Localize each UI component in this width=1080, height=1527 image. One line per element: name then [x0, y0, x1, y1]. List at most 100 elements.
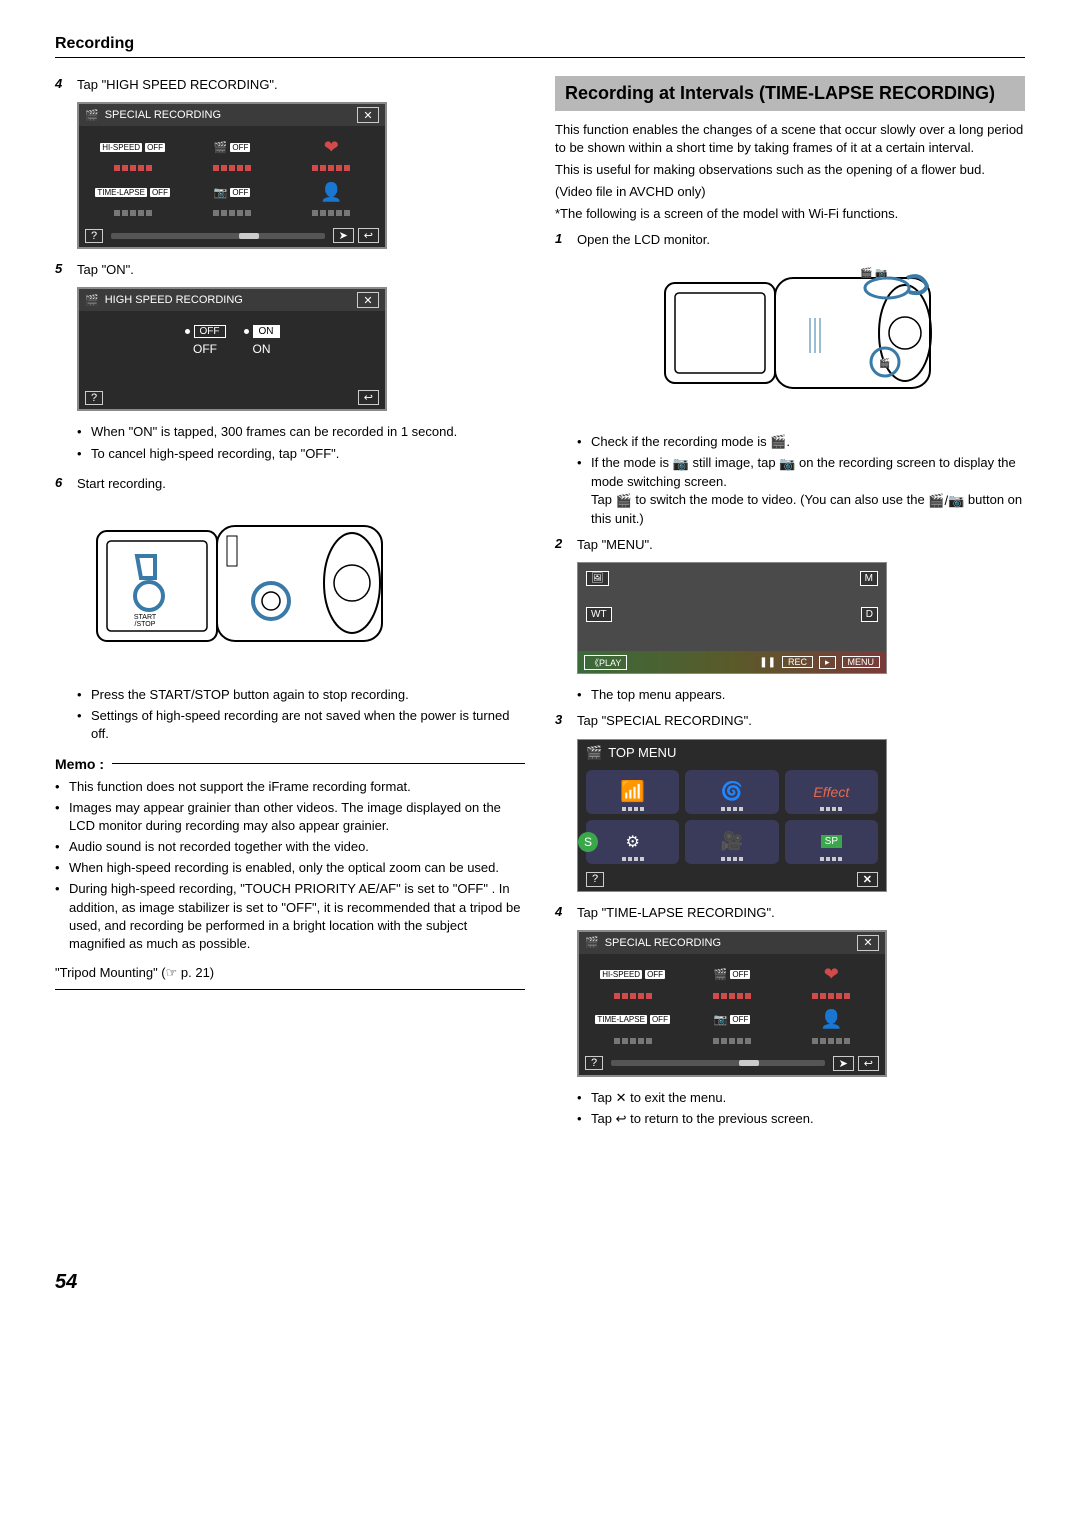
bullet: •The top menu appears.: [577, 686, 1025, 704]
back-icon[interactable]: ↩: [358, 228, 379, 243]
step-text: Tap "SPECIAL RECORDING".: [577, 712, 1025, 730]
step-text: Tap "TIME-LAPSE RECORDING".: [577, 904, 1025, 922]
off-badge: OFF: [150, 188, 170, 197]
page-header: Recording: [55, 35, 1025, 58]
flag-icon[interactable]: ▸: [819, 656, 836, 669]
screen-title: SPECIAL RECORDING: [605, 937, 721, 949]
off-badge: OFF: [145, 143, 165, 152]
paragraph: This is useful for making observations s…: [555, 161, 1025, 179]
timelapse-badge[interactable]: TIME-LAPSE: [95, 188, 147, 197]
close-icon[interactable]: ✕: [857, 935, 879, 951]
camera-icon: 📷: [673, 455, 689, 473]
video-icon: 🎬: [616, 492, 632, 510]
step-number: 6: [55, 475, 77, 493]
wt-button[interactable]: WT: [586, 607, 612, 622]
memo-heading: Memo :: [55, 756, 525, 772]
bullet-text: The top menu appears.: [591, 686, 725, 704]
help-icon[interactable]: ?: [585, 1056, 603, 1070]
memo-bullet: •Images may appear grainier than other v…: [55, 799, 525, 835]
bullet: • Check if the recording mode is 🎬.: [577, 433, 1025, 452]
help-icon[interactable]: ?: [586, 872, 604, 887]
step-text: Tap "MENU".: [577, 536, 1025, 554]
pager[interactable]: [111, 233, 324, 239]
bullet-text: If the mode is 📷 still image, tap 📷 on t…: [591, 454, 1025, 528]
close-icon[interactable]: ✕: [357, 292, 379, 308]
on-label: ON: [244, 342, 280, 356]
back-icon[interactable]: ↩: [858, 1056, 879, 1071]
step-number: 2: [555, 536, 577, 554]
cam-icon: 🎬: [714, 968, 728, 981]
step-text: Tap "HIGH SPEED RECORDING".: [77, 76, 525, 94]
hispeed-badge[interactable]: HI-SPEED: [600, 970, 642, 979]
m-button[interactable]: M: [860, 571, 878, 586]
camcorder-figure: START /STOP: [77, 501, 525, 674]
close-icon[interactable]: ✕: [357, 107, 379, 123]
paragraph: This function enables the changes of a s…: [555, 121, 1025, 157]
record-tile[interactable]: 🎥: [685, 820, 778, 864]
off-badge: OFF: [730, 1015, 750, 1024]
camera-icon: 📷: [779, 455, 795, 473]
memo-bullet: •During high-speed recording, "TOUCH PRI…: [55, 880, 525, 953]
image-icon[interactable]: 🖼: [586, 571, 609, 586]
bullet: •Press the START/STOP button again to st…: [77, 686, 525, 704]
rec-button[interactable]: REC: [782, 656, 813, 668]
s-tile[interactable]: S⚙: [586, 820, 679, 864]
menu-button[interactable]: MENU: [842, 656, 881, 668]
off-badge: OFF: [730, 970, 750, 979]
step-5: 5 Tap "ON".: [55, 261, 525, 279]
top-menu-screen: 🎬 TOP MENU 📶 🌀 Effect S⚙ 🎥 SP ? ✕: [577, 739, 1025, 892]
off-badge: OFF: [230, 143, 250, 152]
settings-tile[interactable]: 🌀: [685, 770, 778, 814]
on-box: ON: [253, 325, 280, 338]
step-6: 6 Start recording.: [55, 475, 525, 493]
video-icon: 🎬: [85, 109, 99, 122]
step-text: Tap "ON".: [77, 261, 525, 279]
bullet: • If the mode is 📷 still image, tap 📷 on…: [577, 454, 1025, 528]
off-option[interactable]: OFF OFF: [185, 325, 226, 356]
pager[interactable]: [611, 1060, 824, 1066]
step-number: 4: [555, 904, 577, 922]
d-button[interactable]: D: [861, 607, 878, 622]
step-number: 3: [555, 712, 577, 730]
cross-reference: "Tripod Mounting" (☞ p. 21): [55, 965, 525, 981]
step-3: 3 Tap "SPECIAL RECORDING".: [555, 712, 1025, 730]
next-icon[interactable]: ➤: [333, 228, 354, 243]
timelapse-badge[interactable]: TIME-LAPSE: [595, 1015, 647, 1024]
bullet: •When "ON" is tapped, 300 frames can be …: [77, 423, 525, 441]
memo-bullet: •This function does not support the iFra…: [55, 778, 525, 796]
play-button[interactable]: 《PLAY: [584, 655, 627, 670]
video-icon: 🎬: [586, 745, 602, 761]
hispeed-onoff-screen: 🎬 HIGH SPEED RECORDING ✕ OFF OFF ON ON: [77, 287, 525, 411]
sp-tile[interactable]: SP: [785, 820, 878, 864]
on-option[interactable]: ON ON: [244, 325, 280, 356]
memo-bullet: •Audio sound is not recorded together wi…: [55, 838, 525, 856]
video-icon: 🎬: [585, 936, 599, 949]
next-icon[interactable]: ➤: [833, 1056, 854, 1071]
wifi-tile[interactable]: 📶: [586, 770, 679, 814]
off-badge: OFF: [650, 1015, 670, 1024]
help-icon[interactable]: ?: [85, 229, 103, 243]
off-box: OFF: [194, 325, 226, 338]
bullet-text: Check if the recording mode is 🎬.: [591, 433, 790, 452]
section-banner: Recording at Intervals (TIME-LAPSE RECOR…: [555, 76, 1025, 111]
face-icon: 👤: [820, 1009, 842, 1030]
close-icon[interactable]: ✕: [857, 872, 878, 887]
svg-text:📷: 📷: [875, 268, 887, 279]
bullet-text: Press the START/STOP button again to sto…: [91, 686, 409, 704]
help-icon[interactable]: ?: [85, 391, 103, 405]
hispeed-badge[interactable]: HI-SPEED: [100, 143, 142, 152]
bullet-text: Tap ✕ to exit the menu.: [591, 1089, 726, 1107]
bullet-text: When "ON" is tapped, 300 frames can be r…: [91, 423, 457, 441]
off-label: OFF: [185, 342, 226, 356]
svg-text:🎬: 🎬: [860, 266, 872, 279]
bullet-text: When high-speed recording is enabled, on…: [69, 859, 499, 877]
left-column: 4 Tap "HIGH SPEED RECORDING". 🎬 SPECIAL …: [55, 76, 525, 1131]
video-icon: 🎬: [85, 294, 99, 307]
back-icon[interactable]: ↩: [358, 390, 379, 405]
bullet-text: Images may appear grainier than other vi…: [69, 799, 525, 835]
camcorder-open-figure: 🎬 📷 🎬: [615, 258, 1025, 421]
special-recording-screen-2: 🎬 SPECIAL RECORDING ✕ HI-SPEEDOFF 🎬OFF ❤…: [577, 930, 1025, 1077]
memo-bullet: •When high-speed recording is enabled, o…: [55, 859, 525, 877]
effect-tile[interactable]: Effect: [785, 770, 878, 814]
bullet-text: Tap ↩ to return to the previous screen.: [591, 1110, 814, 1128]
